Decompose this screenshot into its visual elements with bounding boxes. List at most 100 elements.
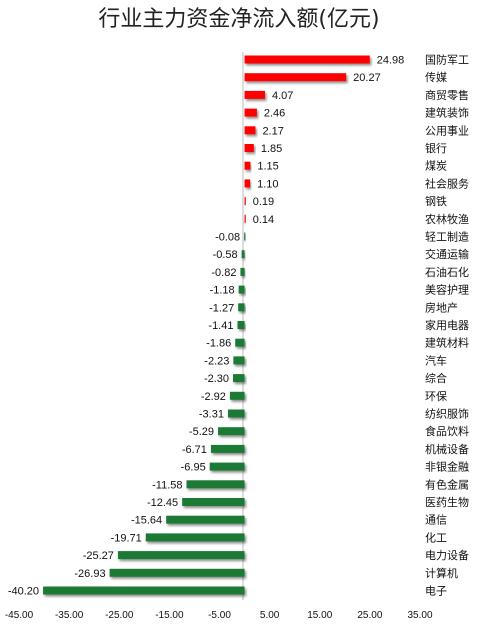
category-label: 纺织服饰 [425,407,469,421]
category-label: 机械设备 [425,442,469,456]
category-label: 建筑装饰 [425,106,469,120]
category-label: 传媒 [425,71,447,84]
x-tick-label: -45.00 [5,610,34,621]
bar-石油石化 [240,267,245,276]
category-label: 家用电器 [425,318,469,332]
bar-纺织服饰 [227,409,245,418]
value-label: -12.45 [147,497,178,509]
category-label: 食品饮料 [425,424,469,438]
bar-非银金融 [209,462,245,471]
category-label: 石油石化 [425,265,469,279]
bars-group: 24.98 国防军工 20.27 传媒 4.07 商贸零售 2.46 建筑装饰 2.17 公用事业… [8,53,469,598]
bar-轻工制造 [244,232,246,241]
value-label: 1.85 [261,143,282,155]
x-axis-ticks: -45.00 -35.00 -25.00 -15.00 -5.00 5.00 15.00 25… [5,610,433,621]
value-label: -1.41 [208,320,233,332]
category-label: 建筑材料 [425,336,469,350]
x-tick-label: 25.00 [357,610,382,621]
category-label: 非银金融 [425,460,469,474]
category-label: 钢铁 [425,195,447,208]
category-label: 通信 [425,514,447,527]
category-label: 国防军工 [425,53,469,67]
value-label: 0.14 [253,214,274,226]
bar-家用电器 [237,321,245,329]
bar-综合 [233,374,245,383]
bar-房地产 [238,303,245,312]
bar-通信 [166,515,245,524]
value-label: 2.17 [262,125,283,137]
value-label: -2.23 [204,355,229,367]
category-label: 综合 [425,371,447,385]
value-label: -25.27 [83,550,114,562]
value-label: -6.71 [182,444,207,456]
bar-社会服务 [244,179,251,188]
value-label: 1.10 [257,178,278,190]
chart-title: 行业主力资金净流入额(亿元) [98,7,379,32]
bar-交通运输 [241,250,245,259]
value-label: 20.27 [353,72,381,84]
value-label: 2.46 [264,108,285,120]
value-label: -1.18 [210,285,235,297]
value-label: -15.64 [131,515,162,527]
x-tick-label: 15.00 [307,610,332,621]
value-label: 24.98 [377,55,405,67]
category-label: 电子 [425,585,447,598]
value-label: -1.86 [206,338,231,350]
bar-电力设备 [117,551,245,560]
value-label: 1.15 [257,161,278,173]
bar-建筑材料 [235,338,245,347]
bar-机械设备 [210,444,245,453]
value-label: -0.58 [213,249,238,261]
category-label: 环保 [425,389,447,403]
category-label: 计算机 [425,566,458,580]
bar-建筑装饰 [244,108,257,117]
bar-商贸零售 [244,90,265,99]
category-label: 商贸零售 [425,88,469,102]
category-label: 电力设备 [425,548,469,562]
category-label: 农林牧渔 [425,212,469,226]
bar-有色金属 [186,480,245,489]
category-label: 化工 [425,530,447,544]
bar-国防军工 [244,55,370,64]
category-label: 煤炭 [425,160,447,173]
category-label: 公用事业 [425,124,469,137]
x-tick-label: -35.00 [55,610,84,621]
value-label: -11.58 [152,479,182,491]
value-label: -2.30 [204,373,229,385]
bar-美容护理 [238,285,245,294]
value-label: -1.27 [209,302,234,314]
bar-计算机 [109,568,245,577]
bar-钢铁 [244,197,246,206]
bar-食品饮料 [218,427,245,436]
bar-煤炭 [244,161,251,170]
value-label: -0.82 [211,267,236,279]
bar-公用事业 [244,126,256,135]
category-label: 银行 [425,141,447,155]
category-label: 有色金属 [425,477,469,491]
x-tick-label: 35.00 [407,610,432,621]
value-label: -0.08 [215,232,240,244]
category-label: 美容护理 [425,283,469,297]
category-label: 交通运输 [425,247,469,261]
x-tick-label: -5.00 [208,610,231,621]
x-tick-label: 5.00 [260,610,280,621]
bar-传媒 [244,73,347,82]
bar-电子 [43,586,245,595]
x-tick-label: -15.00 [155,610,184,621]
value-label: 0.19 [253,196,274,208]
value-label: -2.92 [201,391,226,403]
value-label: -19.71 [111,532,142,544]
bar-农林牧渔 [244,214,246,223]
value-label: -40.20 [8,586,39,598]
value-label: -6.95 [181,462,206,474]
bar-化工 [145,533,245,542]
category-label: 医药生物 [425,495,469,509]
x-tick-label: -25.00 [105,610,134,621]
bar-银行 [244,144,254,152]
category-label: 房地产 [425,300,458,314]
bar-医药生物 [182,498,245,506]
category-label: 社会服务 [425,176,469,190]
value-label: 4.07 [272,90,293,102]
value-label: -26.93 [74,568,105,580]
